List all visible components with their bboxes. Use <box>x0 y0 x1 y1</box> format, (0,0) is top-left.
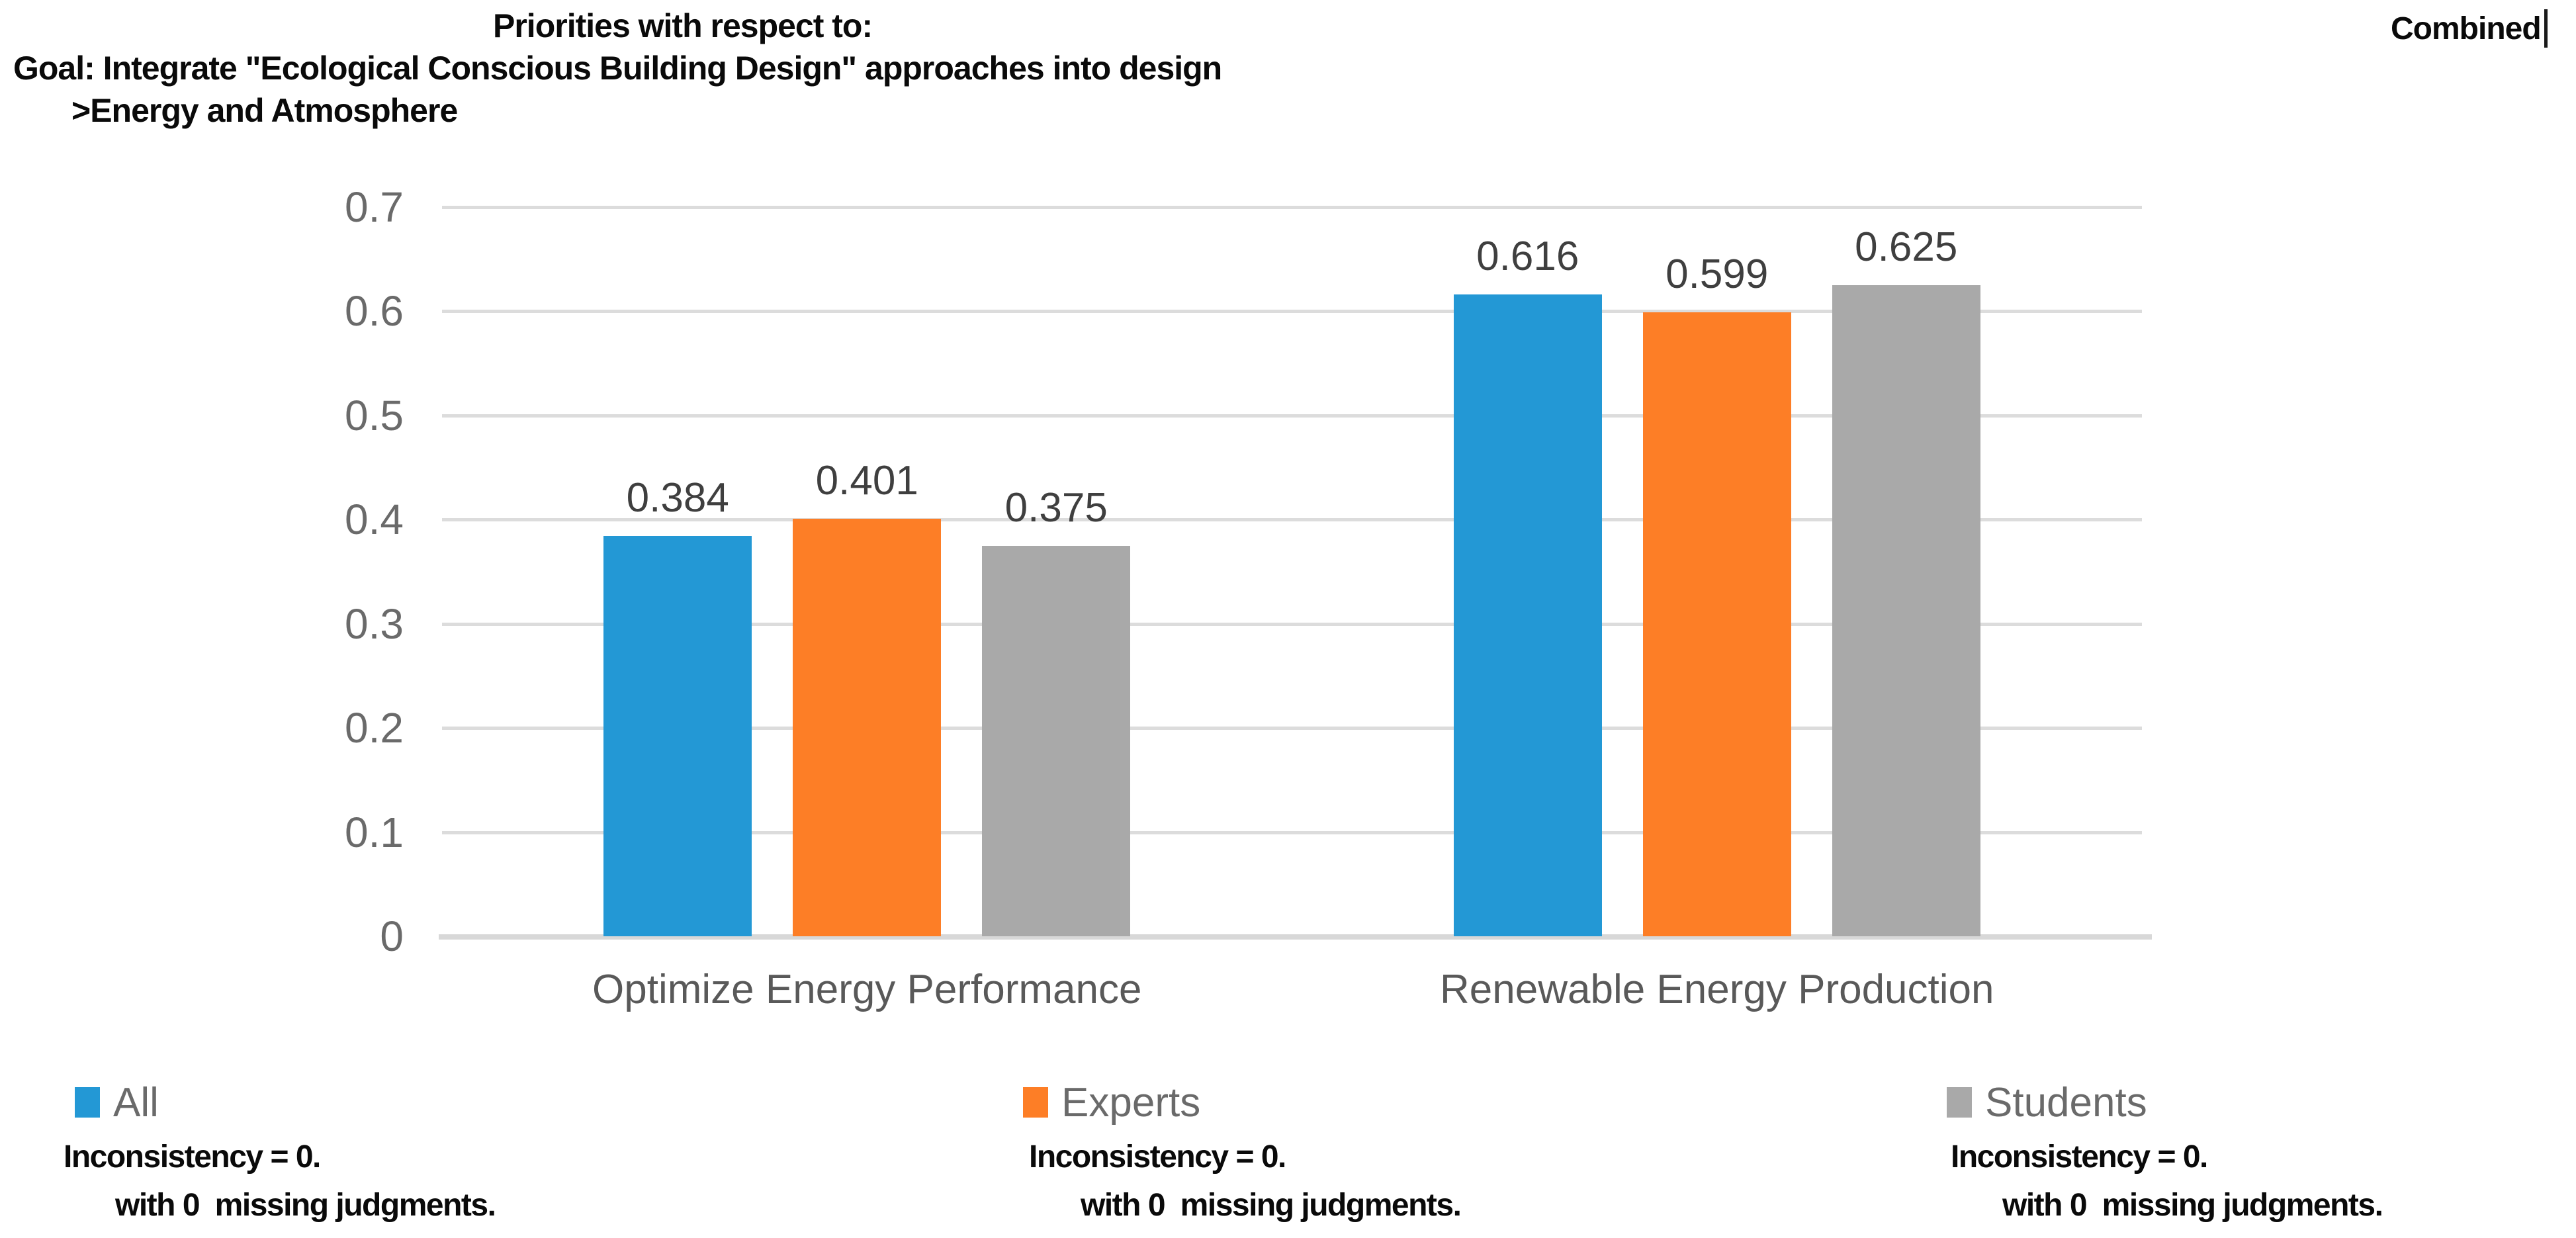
plot-area: 0.384 0.401 0.375 0.616 0.599 0.625 <box>439 206 2152 940</box>
gridline <box>442 518 2142 522</box>
y-tick-label: 0.3 <box>345 599 404 648</box>
legend-label: All <box>113 1079 159 1126</box>
bar-value-label: 0.625 <box>1855 224 1958 271</box>
footnote: Inconsistency = 0. with 0 missing judgmen… <box>1029 1133 1462 1229</box>
x-axis: Optimize Energy Performance Renewable Ene… <box>442 965 2142 1024</box>
y-tick-label: 0.1 <box>345 808 404 856</box>
bar <box>982 545 1131 936</box>
footnote-line1: Inconsistency = 0. <box>64 1139 321 1174</box>
bar-value-label: 0.375 <box>1004 484 1108 531</box>
category-label: Renewable Energy Production <box>1439 967 1994 1012</box>
y-tick-label: 0.5 <box>345 391 404 439</box>
legend-label: Students <box>1985 1079 2147 1126</box>
bar <box>1453 294 1602 936</box>
bar <box>603 536 752 936</box>
legend-swatch <box>1947 1087 1972 1118</box>
gridline <box>442 622 2142 626</box>
bar-value-label: 0.384 <box>626 475 729 521</box>
legend-swatch <box>75 1087 100 1118</box>
gridline <box>442 830 2142 834</box>
gridline <box>442 310 2142 314</box>
legend-item: Students <box>1947 1079 2147 1126</box>
bar-value-label: 0.616 <box>1476 234 1579 280</box>
bar-value-label: 0.401 <box>815 457 918 504</box>
chart-heading-goal: Goal: Integrate "Ecological Conscious Bu… <box>13 50 1222 87</box>
footnote-line2: with 0 missing judgments. <box>2002 1188 2383 1223</box>
legend-label: Experts <box>1061 1079 1201 1126</box>
footnote-line1: Inconsistency = 0. <box>1029 1139 1286 1174</box>
text-cursor <box>2544 9 2548 48</box>
y-tick-label: 0.7 <box>345 183 404 231</box>
legend-swatch <box>1023 1087 1048 1118</box>
y-axis: 0 0.1 0.2 0.3 0.4 0.5 0.6 0.7 <box>172 183 404 960</box>
footnote: Inconsistency = 0. with 0 missing judgmen… <box>1951 1133 2383 1229</box>
footnote-line2: with 0 missing judgments. <box>115 1188 496 1223</box>
bar <box>793 518 942 936</box>
bar <box>1642 312 1791 936</box>
y-tick-label: 0.2 <box>345 704 404 752</box>
y-tick-label: 0.4 <box>345 496 404 544</box>
chart-heading-priorities: Priorities with respect to: <box>493 7 873 44</box>
footnote-line2: with 0 missing judgments. <box>1081 1188 1462 1223</box>
legend-item: All <box>75 1079 159 1126</box>
category-label: Optimize Energy Performance <box>592 967 1142 1012</box>
x-axis-baseline <box>439 934 2152 940</box>
footnote-line1: Inconsistency = 0. <box>1951 1139 2208 1174</box>
y-tick-label: 0.6 <box>345 287 404 335</box>
gridline <box>442 727 2142 730</box>
chart-heading-node: >Energy and Atmosphere <box>71 92 458 129</box>
gridline <box>442 414 2142 418</box>
y-tick-label: 0 <box>380 912 404 960</box>
bar-value-label: 0.599 <box>1666 251 1769 297</box>
legend-item: Experts <box>1023 1079 1200 1126</box>
footnote: Inconsistency = 0. with 0 missing judgmen… <box>64 1133 496 1229</box>
bar <box>1832 285 1980 936</box>
gridline <box>442 206 2142 209</box>
combined-label: Combined <box>2391 11 2542 46</box>
